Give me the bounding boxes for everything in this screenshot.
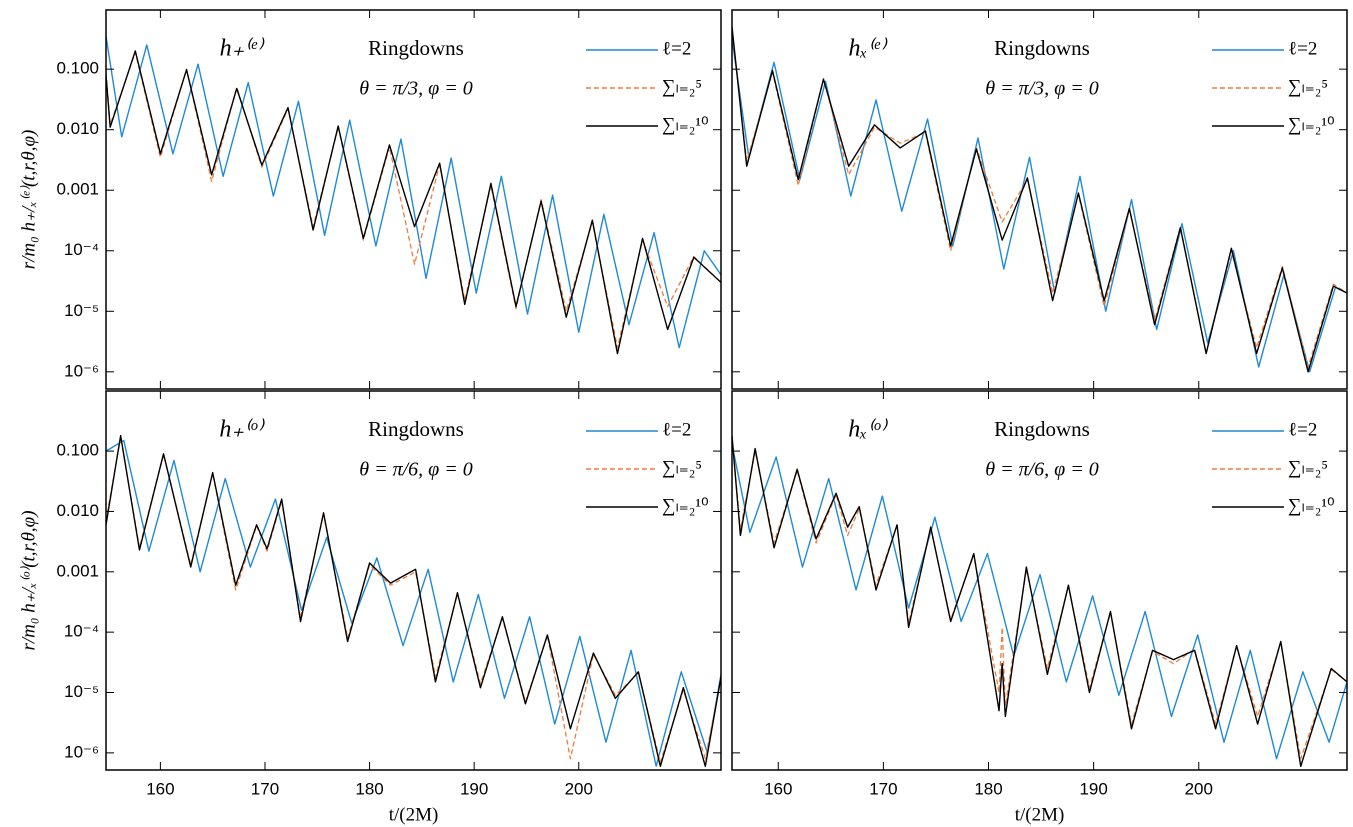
x-tick-label: 200 (565, 779, 593, 798)
x-tick-label: 190 (460, 779, 488, 798)
series-line (732, 26, 1347, 373)
plot-frame (105, 9, 722, 390)
legend-label: ℓ=2 (662, 38, 691, 59)
panel-subtitle: θ = π/3, φ = 0 (985, 78, 1098, 100)
y-tick-label: 0.100 (56, 59, 99, 78)
panel-label: h₊⁽ᵒ⁾ (219, 417, 264, 443)
x-axis-label: t/(2M) (389, 804, 439, 825)
x-tick-label: 180 (974, 779, 1002, 798)
legend-label: ∑ₗ₌₂⁵ (1288, 457, 1328, 478)
x-tick-label: 170 (869, 779, 897, 798)
legend-label: ∑ₗ₌₂¹⁰ (1288, 495, 1335, 516)
y-tick-label: 10⁻⁵ (64, 301, 99, 320)
plot-frame (731, 9, 1348, 390)
panel-title: Ringdowns (994, 417, 1090, 441)
panel-title: Ringdowns (368, 36, 464, 60)
y-tick-label: 10⁻⁶ (64, 742, 99, 761)
legend-label: ∑ₗ₌₂¹⁰ (662, 114, 709, 135)
x-axis-label: t/(2M) (1015, 804, 1065, 825)
panel-title: Ringdowns (368, 417, 464, 441)
legend-label: ∑ₗ₌₂¹⁰ (662, 495, 709, 516)
y-tick-label: 0.001 (56, 180, 99, 199)
panel: hₓ⁽ᵉ⁾ Ringdowns θ = π/3, φ = 0 ℓ=2 ∑ₗ₌₂⁵ ∑ₗ₌₂… (731, 9, 1348, 390)
panel-title: Ringdowns (994, 36, 1090, 60)
y-tick-label: 10⁻⁴ (64, 622, 99, 641)
legend-label: ∑ₗ₌₂⁵ (1288, 76, 1328, 97)
x-tick-label: 200 (1185, 779, 1213, 798)
y-tick-label: 0.001 (56, 561, 99, 580)
panel-subtitle: θ = π/6, φ = 0 (359, 459, 472, 481)
series-group (106, 36, 721, 355)
legend-label: ℓ=2 (1288, 38, 1317, 59)
panel: 0.100 0.010 0.001 10⁻⁴ 10⁻⁵ 10⁻⁶ h₊⁽ᵉ⁾ Ringdown… (18, 9, 722, 390)
series-line (732, 435, 1347, 767)
series-line (106, 439, 721, 767)
series-line (732, 437, 1347, 760)
y-tick-label: 10⁻⁵ (64, 682, 99, 701)
x-tick-label: 160 (146, 779, 174, 798)
panel: 160 170 180 190 200 0.100 0.010 0.001 10⁻⁴ 10⁻⁵ 10… (18, 390, 722, 825)
series-group (106, 434, 721, 767)
panel-subtitle: θ = π/3, φ = 0 (359, 78, 472, 100)
y-tick-label: 10⁻⁶ (64, 361, 99, 380)
legend-label: ℓ=2 (662, 419, 691, 440)
x-tick-label: 160 (764, 779, 792, 798)
legend-label: ∑ₗ₌₂¹⁰ (1288, 114, 1335, 135)
plot-frame (731, 390, 1348, 771)
y-axis-label: r/m₀ h₊/ₓ⁽ᵉ⁾(t,r,θ,φ) (18, 130, 39, 270)
y-tick-label: 0.010 (56, 501, 99, 520)
panel-subtitle: θ = π/6, φ = 0 (985, 459, 1098, 481)
series-group (732, 435, 1347, 767)
legend-label: ∑ₗ₌₂⁵ (662, 76, 702, 97)
y-axis-label: r/m₀ h₊/ₓ⁽ᵒ⁾(t,r,θ,φ) (18, 510, 39, 650)
plot-frame (105, 390, 722, 771)
x-tick-label: 180 (355, 779, 383, 798)
legend-label: ∑ₗ₌₂⁵ (662, 457, 702, 478)
series-line (732, 444, 1347, 760)
x-tick-label: 190 (1079, 779, 1107, 798)
legend-label: ℓ=2 (1288, 419, 1317, 440)
panel-label: hₓ⁽ᵉ⁾ (849, 36, 888, 62)
y-tick-label: 0.010 (56, 119, 99, 138)
x-tick-label: 170 (251, 779, 279, 798)
series-line (106, 50, 721, 355)
y-tick-label: 0.100 (56, 441, 99, 460)
series-line (106, 36, 721, 349)
panel-label: h₊⁽ᵉ⁾ (220, 36, 265, 62)
panel: 160 170 180 190 200 hₓ⁽ᵒ⁾ Ringdowns θ = π/6, φ … (731, 390, 1348, 825)
y-tick-label: 10⁻⁴ (64, 240, 99, 259)
series-group (732, 26, 1347, 373)
series-line (106, 434, 721, 767)
panel-label: hₓ⁽ᵒ⁾ (848, 417, 888, 443)
series-line (106, 436, 721, 763)
